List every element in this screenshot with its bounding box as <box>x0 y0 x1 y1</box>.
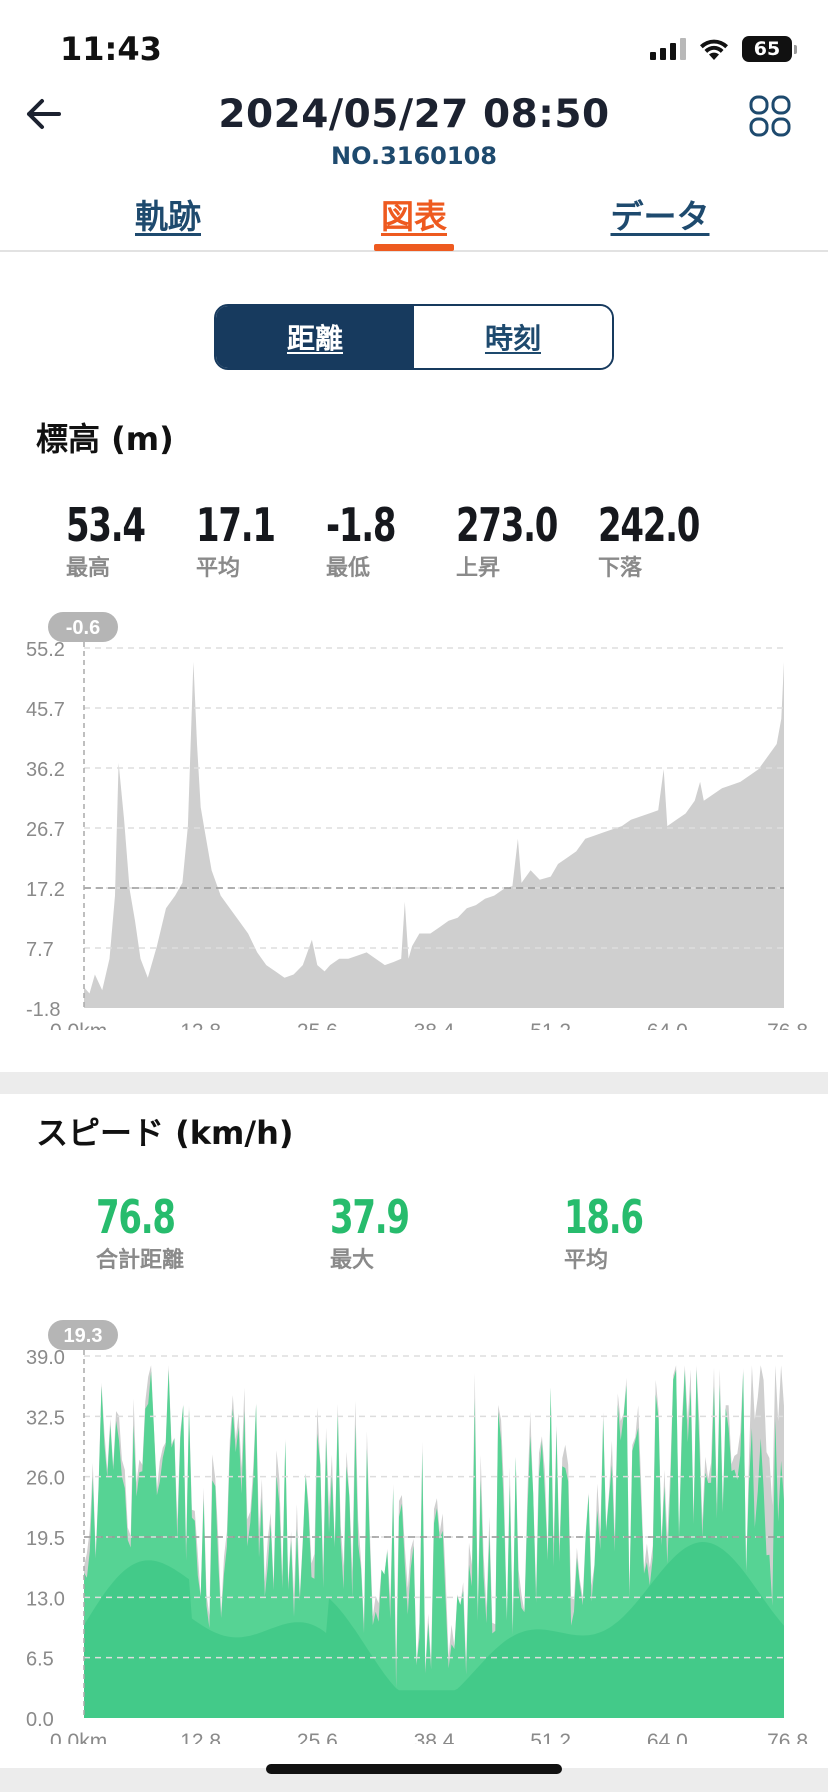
elevation-stat-ascent: 273.0 上昇 <box>456 500 579 582</box>
stat-value: 17.1 <box>196 498 276 552</box>
speed-y-tick-label: 6.5 <box>26 1649 54 1671</box>
speed-x-tick-label: 0.0km <box>50 1730 107 1744</box>
stat-value: 273.0 <box>456 498 558 552</box>
elevation-y-tick-label: 45.7 <box>26 699 65 721</box>
elevation-card: 距離 時刻 標高 (m) 53.4 最高 17.1 平均 -1.8 最低 273… <box>0 252 828 1072</box>
wifi-icon <box>700 39 728 60</box>
status-icons: 65 <box>650 34 797 64</box>
tab-active-indicator <box>374 244 454 251</box>
speed-y-tick-label: 13.0 <box>26 1588 65 1610</box>
speed-card: スピード (km/h) 76.8 合計距離 37.9 最大 18.6 平均 39… <box>0 1094 828 1768</box>
elevation-x-tick-label: 51.2 <box>530 1020 571 1030</box>
toggle-distance[interactable]: 距離 <box>216 306 414 368</box>
arrow-left-icon <box>27 99 61 129</box>
elevation-x-tick-label: 12.8 <box>180 1020 221 1030</box>
speed-x-tick-label: 12.8 <box>180 1730 221 1744</box>
elevation-x-tick-label: 38.4 <box>414 1020 455 1030</box>
stat-value: 242.0 <box>598 498 700 552</box>
page-title: 2024/05/27 08:50 <box>218 92 610 137</box>
stat-label: 最高 <box>66 556 111 581</box>
battery-icon: 65 <box>742 36 797 62</box>
stat-label: 平均 <box>196 556 241 581</box>
elevation-y-tick-label: 7.7 <box>26 939 54 961</box>
speed-x-tick-label: 25.6 <box>297 1730 338 1744</box>
elevation-x-tick-label: 64.0 <box>647 1020 688 1030</box>
record-number: NO.3160108 <box>331 142 497 170</box>
grid-icon <box>749 95 791 137</box>
toggle-time[interactable]: 時刻 <box>414 306 612 368</box>
elevation-chart-svg: 55.2 45.7 36.2 26.7 17.2 7.7 -1.80.0km 12.8 25.6… <box>26 612 808 1030</box>
speed-stat-avg: 18.6 平均 <box>564 1192 660 1274</box>
elevation-cursor-badge <box>48 612 118 642</box>
elevation-area <box>84 661 784 1008</box>
speed-x-tick-label: 76.8 <box>767 1730 808 1744</box>
stat-label: 合計距離 <box>96 1248 185 1273</box>
speed-y-tick-label: 0.0 <box>26 1709 54 1731</box>
elevation-stat-max: 53.4 最高 <box>66 500 162 582</box>
speed-cursor-badge <box>48 1320 118 1350</box>
header-area: 11:43 65 2024/05/27 08:50 NO.3160108 軌跡 … <box>0 0 828 252</box>
speed-x-tick-label: 38.4 <box>414 1730 455 1744</box>
speed-chart-svg: 39.0 32.5 26.0 19.5 13.0 6.5 0.00.0km 12.8 25.6 3… <box>26 1320 808 1744</box>
elevation-stat-min: -1.8 最低 <box>326 500 411 582</box>
stat-value: 53.4 <box>66 498 146 552</box>
elevation-x-tick-label: 25.6 <box>297 1020 338 1030</box>
speed-cursor-badge-text: 19.3 <box>64 1325 103 1347</box>
stat-value: 18.6 <box>564 1190 644 1244</box>
stat-label: 最大 <box>330 1248 375 1273</box>
tab-data[interactable]: データ <box>610 197 710 236</box>
elevation-title: 標高 (m) <box>36 420 174 458</box>
axis-toggle: 距離 時刻 <box>214 304 614 370</box>
elevation-y-tick-label: -1.8 <box>26 999 60 1021</box>
elevation-y-tick-label: 55.2 <box>26 639 65 661</box>
elevation-cursor-badge-text: -0.6 <box>66 617 100 639</box>
home-indicator[interactable] <box>266 1764 562 1774</box>
elevation-chart[interactable]: 55.2 45.7 36.2 26.7 17.2 7.7 -1.80.0km 12.8 25.6… <box>0 610 828 1030</box>
speed-title: スピード (km/h) <box>36 1114 294 1152</box>
speed-base-area <box>84 1542 784 1718</box>
elevation-y-tick-label: 17.2 <box>26 879 65 901</box>
elevation-x-tick-label: 0.0km <box>50 1020 107 1030</box>
stat-label: 最低 <box>326 556 371 581</box>
speed-y-tick-label: 26.0 <box>26 1468 65 1490</box>
stat-label: 平均 <box>564 1248 609 1273</box>
stat-value: -1.8 <box>326 498 397 552</box>
speed-stat-max: 37.9 最大 <box>330 1192 426 1274</box>
elevation-stat-descent: 242.0 下落 <box>598 500 721 582</box>
status-time: 11:43 <box>60 30 162 68</box>
elevation-y-tick-label: 26.7 <box>26 819 65 841</box>
elevation-x-tick-label: 76.8 <box>767 1020 808 1030</box>
stat-label: 下落 <box>598 556 643 581</box>
stat-value: 37.9 <box>330 1190 410 1244</box>
speed-chart[interactable]: 39.0 32.5 26.0 19.5 13.0 6.5 0.0 0.0km 12.8 25.6 3… <box>0 1304 828 1744</box>
back-button[interactable] <box>22 92 66 136</box>
stat-label: 上昇 <box>456 556 501 581</box>
tab-track[interactable]: 軌跡 <box>135 197 201 236</box>
speed-y-tick-label: 39.0 <box>26 1347 65 1369</box>
speed-stat-distance: 76.8 合計距離 <box>96 1192 192 1274</box>
speed-x-tick-label: 51.2 <box>530 1730 571 1744</box>
tab-charts[interactable]: 図表 <box>381 197 447 236</box>
tab-bar: 軌跡 図表 データ <box>0 190 828 252</box>
speed-y-tick-label: 19.5 <box>26 1528 65 1550</box>
speed-y-tick-label: 32.5 <box>26 1407 65 1429</box>
cellular-signal-icon <box>650 38 686 60</box>
elevation-stat-avg: 17.1 平均 <box>196 500 292 582</box>
grid-menu-button[interactable] <box>748 94 792 138</box>
elevation-y-tick-label: 36.2 <box>26 759 65 781</box>
speed-x-tick-label: 64.0 <box>647 1730 688 1744</box>
stat-value: 76.8 <box>96 1190 176 1244</box>
